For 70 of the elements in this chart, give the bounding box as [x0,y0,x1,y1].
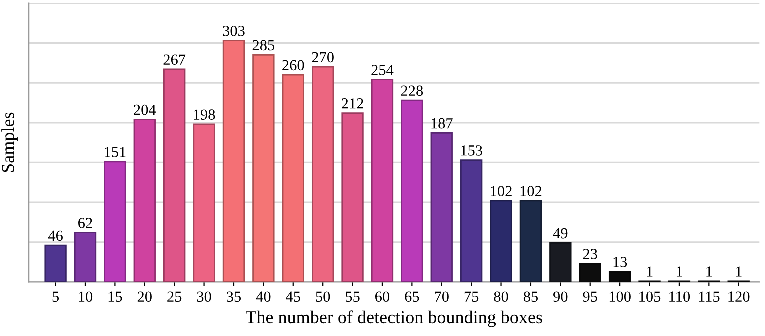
x-tick-label: 90 [554,292,568,302]
bar [222,40,246,282]
data-label: 62 [78,218,92,228]
bar [193,124,216,282]
bar [550,242,572,282]
bar [401,100,424,282]
data-label: 198 [194,110,216,120]
data-label: 303 [223,26,245,36]
bar [430,132,453,282]
x-axis-title: The number of detection bounding boxes [246,310,542,328]
x-tick-label: 55 [346,292,360,302]
x-tick-label: 85 [524,292,538,302]
data-label: 46 [48,230,63,242]
data-label: 212 [342,98,364,109]
data-label: 204 [134,104,156,116]
x-tick-label: 105 [640,292,661,302]
bar [371,79,394,282]
bar [134,119,156,282]
bar [252,54,275,282]
data-label: 1 [706,266,712,277]
bar [104,161,126,282]
data-label: 228 [401,86,424,96]
data-label: 153 [461,146,482,156]
x-tick-label: 115 [699,292,720,302]
bar [520,200,542,282]
x-tick-label: 25 [168,292,182,302]
x-tick-label: 5 [52,292,60,302]
data-label: 49 [553,228,568,239]
x-tick-label: 75 [464,292,479,302]
data-label: 1 [736,266,742,277]
x-tick-label: 60 [375,292,390,302]
x-tick-label: 50 [316,292,330,302]
bar [164,68,186,282]
data-label: 151 [105,147,126,158]
x-tick-label: 110 [670,292,690,302]
data-label: 270 [312,52,334,63]
bar [312,66,334,282]
x-tick-label: 20 [138,292,152,302]
x-tick-label: 10 [79,292,93,302]
x-tick-label: 35 [227,292,242,302]
x-tick-label: 95 [583,292,598,302]
data-label: 23 [583,249,598,260]
data-label: 285 [252,40,275,51]
bar [282,74,304,282]
x-tick-label: 15 [108,292,122,302]
x-tick-label: 80 [494,292,508,302]
x-tick-label: 30 [197,292,212,302]
x-tick-label: 100 [610,292,631,302]
data-label: 102 [520,186,542,196]
x-tick-label: 120 [728,292,750,302]
data-label: 1 [647,266,653,277]
data-label: 254 [372,65,394,76]
y-axis-title: Samples [2,112,18,172]
data-label: 267 [164,54,186,65]
bar [608,271,632,282]
data-label: 260 [282,60,304,71]
bar [44,244,67,282]
data-label: 13 [614,257,628,268]
bar [74,232,97,282]
x-tick-label: 45 [286,292,300,302]
data-label: 187 [432,118,453,129]
data-label: 102 [491,186,512,196]
data-label: 1 [676,266,682,277]
x-tick-label: 70 [435,292,449,302]
x-tick-label: 40 [256,292,271,302]
x-tick-label: 65 [405,292,420,302]
bar [490,200,512,282]
bar [579,263,602,282]
bar [342,112,364,282]
bar [460,160,483,282]
